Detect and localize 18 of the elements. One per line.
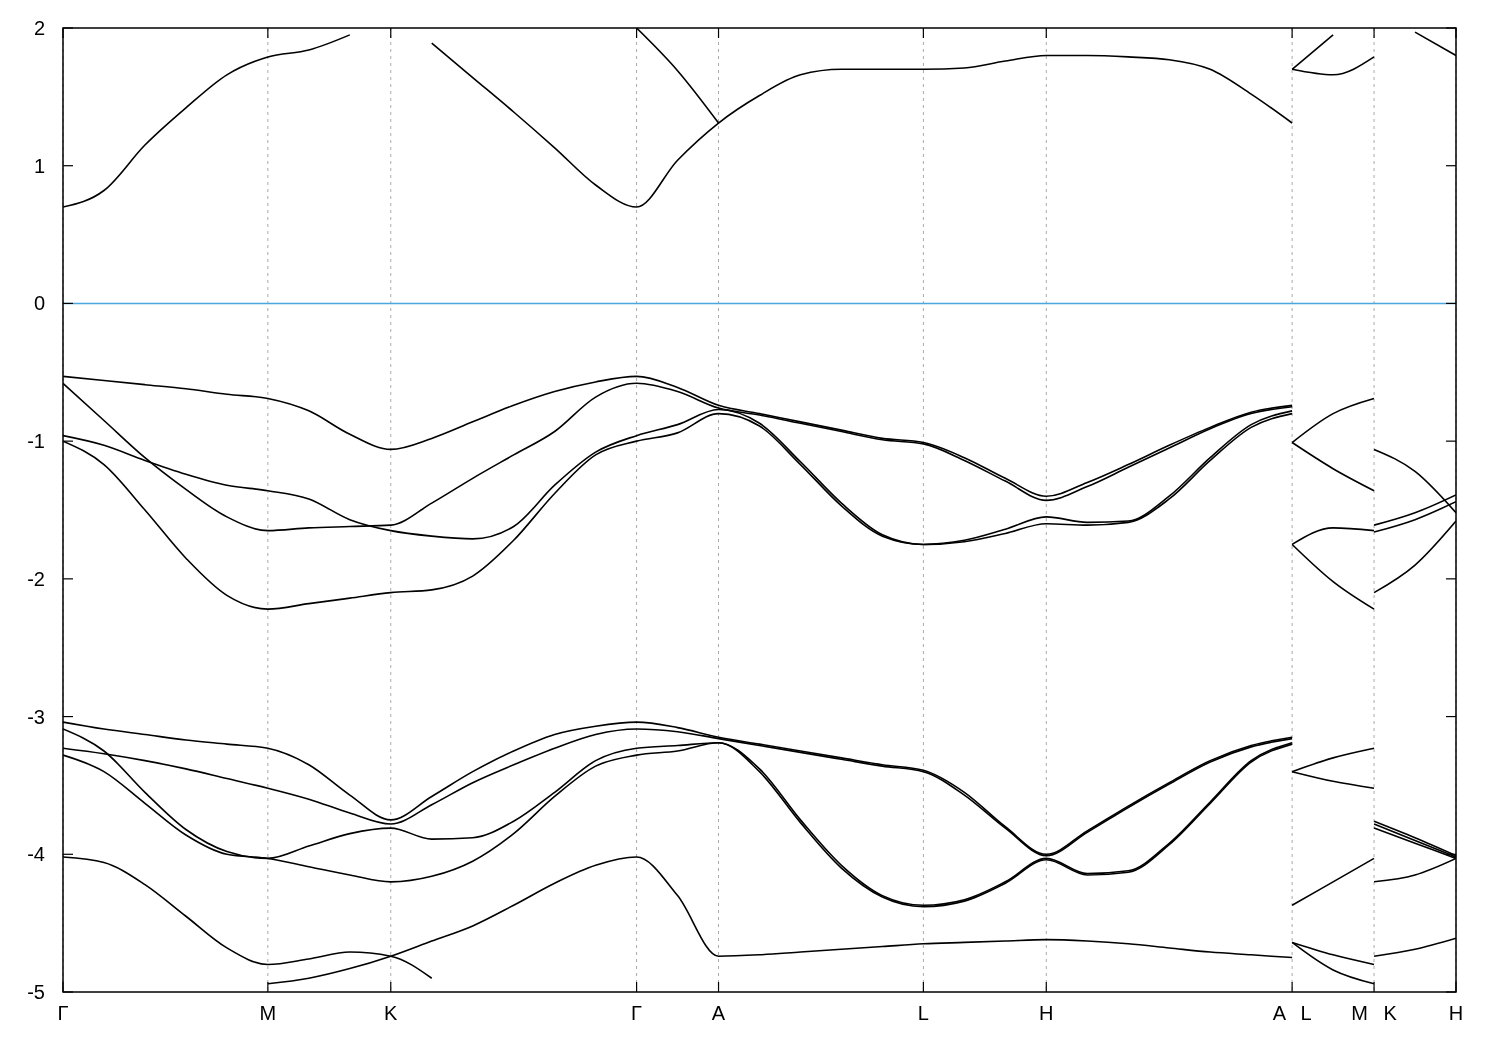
y-tick-label: -2 — [27, 567, 45, 590]
y-tick-label: -5 — [27, 981, 45, 1003]
y-tick-label: 2 — [33, 17, 45, 39]
x-tick-label: Γ — [631, 1002, 643, 1024]
x-tick-label: M — [259, 1002, 277, 1024]
y-tick-label: -1 — [27, 430, 45, 453]
x-tick-label: A L — [1272, 1002, 1312, 1024]
y-tick-label: 0 — [33, 292, 45, 315]
y-tick-label: -4 — [27, 843, 45, 866]
y-tick-label: -3 — [27, 705, 45, 728]
y-tick-label: 1 — [33, 154, 45, 177]
x-tick-label: H — [1448, 1002, 1464, 1024]
x-tick-label: A — [711, 1002, 726, 1024]
x-tick-label: K — [384, 1002, 399, 1024]
x-tick-label: M K — [1351, 1002, 1398, 1024]
x-tick-label: Γ — [57, 1002, 69, 1024]
x-tick-label: H — [1039, 1002, 1054, 1024]
x-tick-label: L — [917, 1002, 929, 1024]
